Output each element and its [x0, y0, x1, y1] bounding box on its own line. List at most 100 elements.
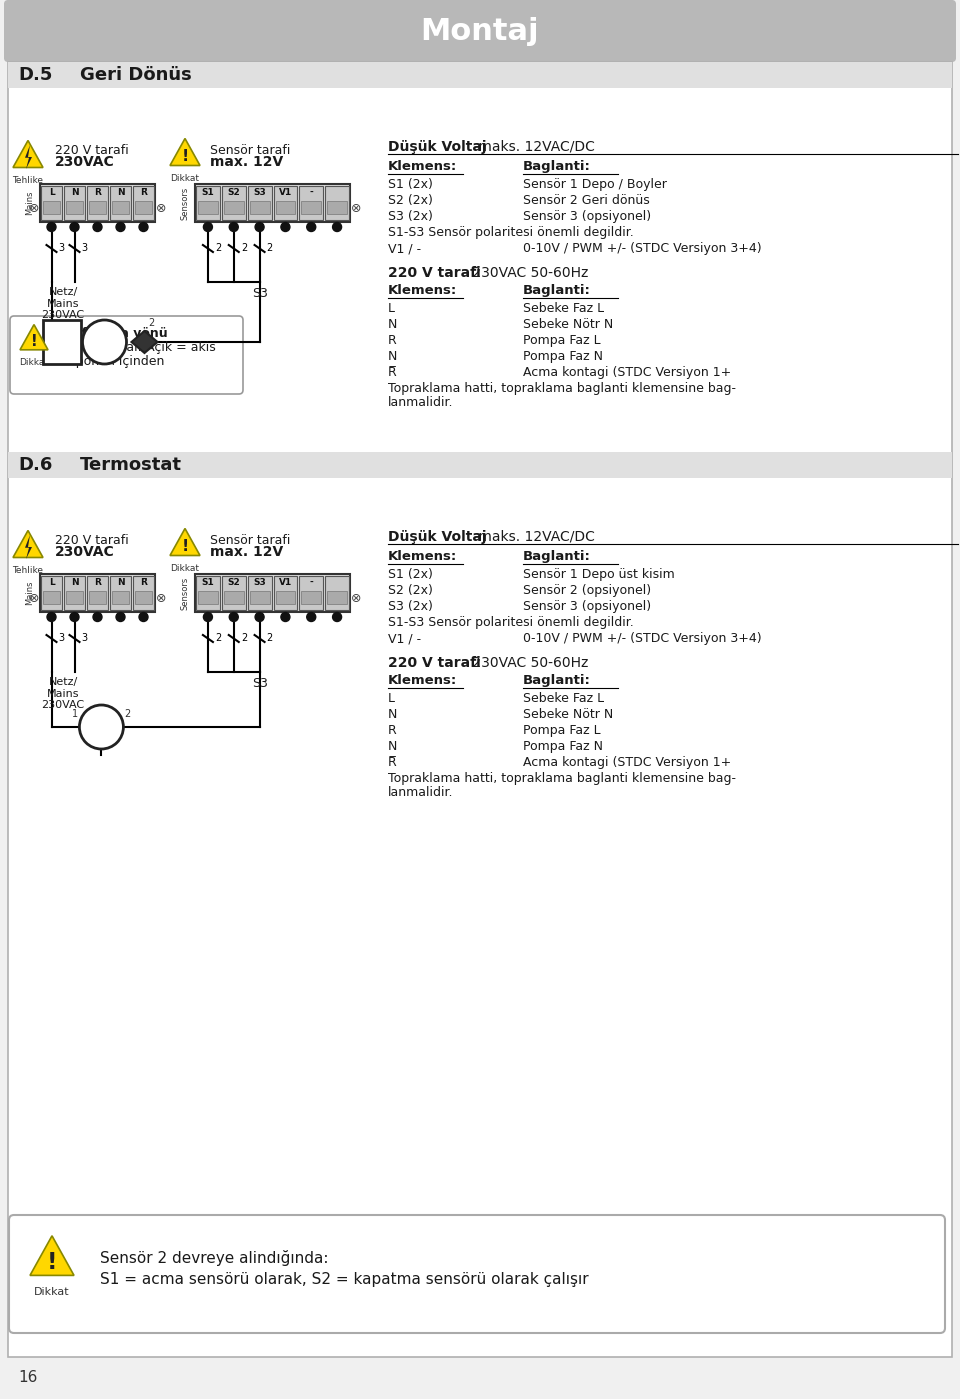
Bar	[133, 576, 154, 610]
FancyBboxPatch shape	[4, 0, 956, 62]
Text: 220 V tarafi: 220 V tarafi	[55, 533, 129, 547]
Bar	[110, 576, 131, 610]
Text: -: -	[309, 187, 313, 197]
Text: V1: V1	[278, 578, 292, 588]
Text: R: R	[94, 187, 101, 197]
Text: Sensör tarafi: Sensör tarafi	[210, 144, 290, 157]
Circle shape	[307, 613, 316, 621]
Text: 3: 3	[59, 632, 64, 644]
Text: Dikkat: Dikkat	[19, 358, 49, 367]
Text: Tehlike: Tehlike	[12, 567, 43, 575]
Circle shape	[307, 222, 316, 231]
Bar	[300, 186, 324, 220]
Text: ⊗: ⊗	[351, 203, 362, 215]
Text: Netz/
Mains
230VAC: Netz/ Mains 230VAC	[41, 287, 84, 320]
Text: Sensör 2 devreye alindığında:: Sensör 2 devreye alindığında:	[100, 1249, 328, 1266]
Text: lanmalidir.: lanmalidir.	[388, 396, 453, 409]
Text: S2: S2	[228, 187, 240, 197]
Text: Düşük Voltaj: Düşük Voltaj	[388, 530, 487, 544]
Polygon shape	[25, 534, 32, 560]
Bar	[250, 592, 270, 604]
Bar	[195, 574, 350, 611]
Text: L: L	[388, 302, 395, 315]
Text: 16: 16	[18, 1371, 37, 1385]
Circle shape	[204, 613, 212, 621]
Text: Montaj: Montaj	[420, 17, 540, 46]
Text: N: N	[117, 187, 124, 197]
Text: ⊗: ⊗	[29, 593, 39, 606]
Text: Baglanti:: Baglanti:	[523, 550, 590, 562]
Text: 1: 1	[72, 709, 79, 719]
Bar	[42, 320, 81, 364]
Circle shape	[70, 222, 79, 231]
Text: !: !	[181, 539, 188, 554]
Circle shape	[204, 222, 212, 231]
Bar	[196, 576, 220, 610]
Bar	[276, 592, 296, 604]
Text: Dikkat: Dikkat	[171, 173, 200, 183]
Bar	[222, 186, 246, 220]
Text: Sensör 1 Depo / Boyler: Sensör 1 Depo / Boyler	[523, 178, 667, 192]
Text: S2 (2x): S2 (2x)	[388, 194, 433, 207]
Polygon shape	[170, 139, 200, 165]
Bar	[41, 186, 62, 220]
Bar	[112, 201, 129, 214]
Text: Sensör 1 Depo üst kisim: Sensör 1 Depo üst kisim	[523, 568, 675, 581]
Circle shape	[93, 222, 102, 231]
Text: S1 = acma sensörü olarak, S2 = kapatma sensörü olarak çalışır: S1 = acma sensörü olarak, S2 = kapatma s…	[100, 1272, 588, 1287]
Text: 3: 3	[59, 243, 64, 253]
Text: max. 12V: max. 12V	[210, 546, 283, 560]
Text: 1: 1	[59, 323, 64, 333]
Text: Topraklama hatti, topraklama baglanti klemensine bag-: Topraklama hatti, topraklama baglanti kl…	[388, 772, 736, 785]
Bar	[301, 592, 322, 604]
Text: S3: S3	[252, 287, 268, 299]
Bar	[327, 201, 347, 214]
Text: S1-S3 Sensör polaritesi önemli degildir.: S1-S3 Sensör polaritesi önemli degildir.	[388, 616, 634, 630]
Text: Sensör 2 Geri dönüs: Sensör 2 Geri dönüs	[523, 194, 650, 207]
Text: Netz/
Mains
230VAC: Netz/ Mains 230VAC	[41, 677, 84, 711]
Text: R: R	[388, 725, 396, 737]
Text: 2: 2	[124, 709, 131, 719]
Text: R̅: R̅	[140, 578, 147, 588]
Text: Pompa Faz L: Pompa Faz L	[523, 334, 601, 347]
Bar	[89, 201, 106, 214]
Text: !: !	[181, 150, 188, 164]
Polygon shape	[132, 332, 157, 353]
Text: ⊗: ⊗	[156, 593, 166, 606]
Text: V1 / -: V1 / -	[388, 242, 421, 255]
Bar	[8, 62, 952, 88]
Text: 2: 2	[215, 243, 221, 253]
Circle shape	[255, 613, 264, 621]
Circle shape	[281, 613, 290, 621]
Text: N: N	[388, 708, 397, 720]
Text: Pompa Faz N: Pompa Faz N	[523, 740, 603, 753]
Text: Sensors: Sensors	[180, 186, 189, 220]
Text: 2: 2	[267, 243, 273, 253]
Text: Dikkat: Dikkat	[171, 564, 200, 574]
Bar	[43, 201, 60, 214]
Text: Termostat: Termostat	[80, 456, 182, 474]
Text: N: N	[388, 740, 397, 753]
Text: Topraklama hatti, topraklama baglanti klemensine bag-: Topraklama hatti, topraklama baglanti kl…	[388, 382, 736, 395]
Text: N: N	[117, 578, 124, 588]
Bar	[327, 592, 347, 604]
Bar	[135, 201, 152, 214]
Text: S3 (2x): S3 (2x)	[388, 600, 433, 613]
Text: D.5: D.5	[18, 66, 53, 84]
Text: ⊗: ⊗	[156, 203, 166, 215]
Text: L: L	[49, 187, 55, 197]
Bar	[250, 201, 270, 214]
Bar	[112, 592, 129, 604]
Circle shape	[47, 613, 56, 621]
Circle shape	[139, 613, 148, 621]
Text: 2: 2	[215, 632, 221, 644]
Circle shape	[70, 613, 79, 621]
Circle shape	[83, 320, 127, 364]
Text: S2 (2x): S2 (2x)	[388, 583, 433, 597]
Text: Tehlike: Tehlike	[12, 176, 43, 185]
Circle shape	[255, 222, 264, 231]
Text: Klemens:: Klemens:	[388, 550, 457, 562]
Text: Baglanti:: Baglanti:	[523, 284, 590, 297]
Text: 2: 2	[241, 632, 247, 644]
Bar	[110, 186, 131, 220]
